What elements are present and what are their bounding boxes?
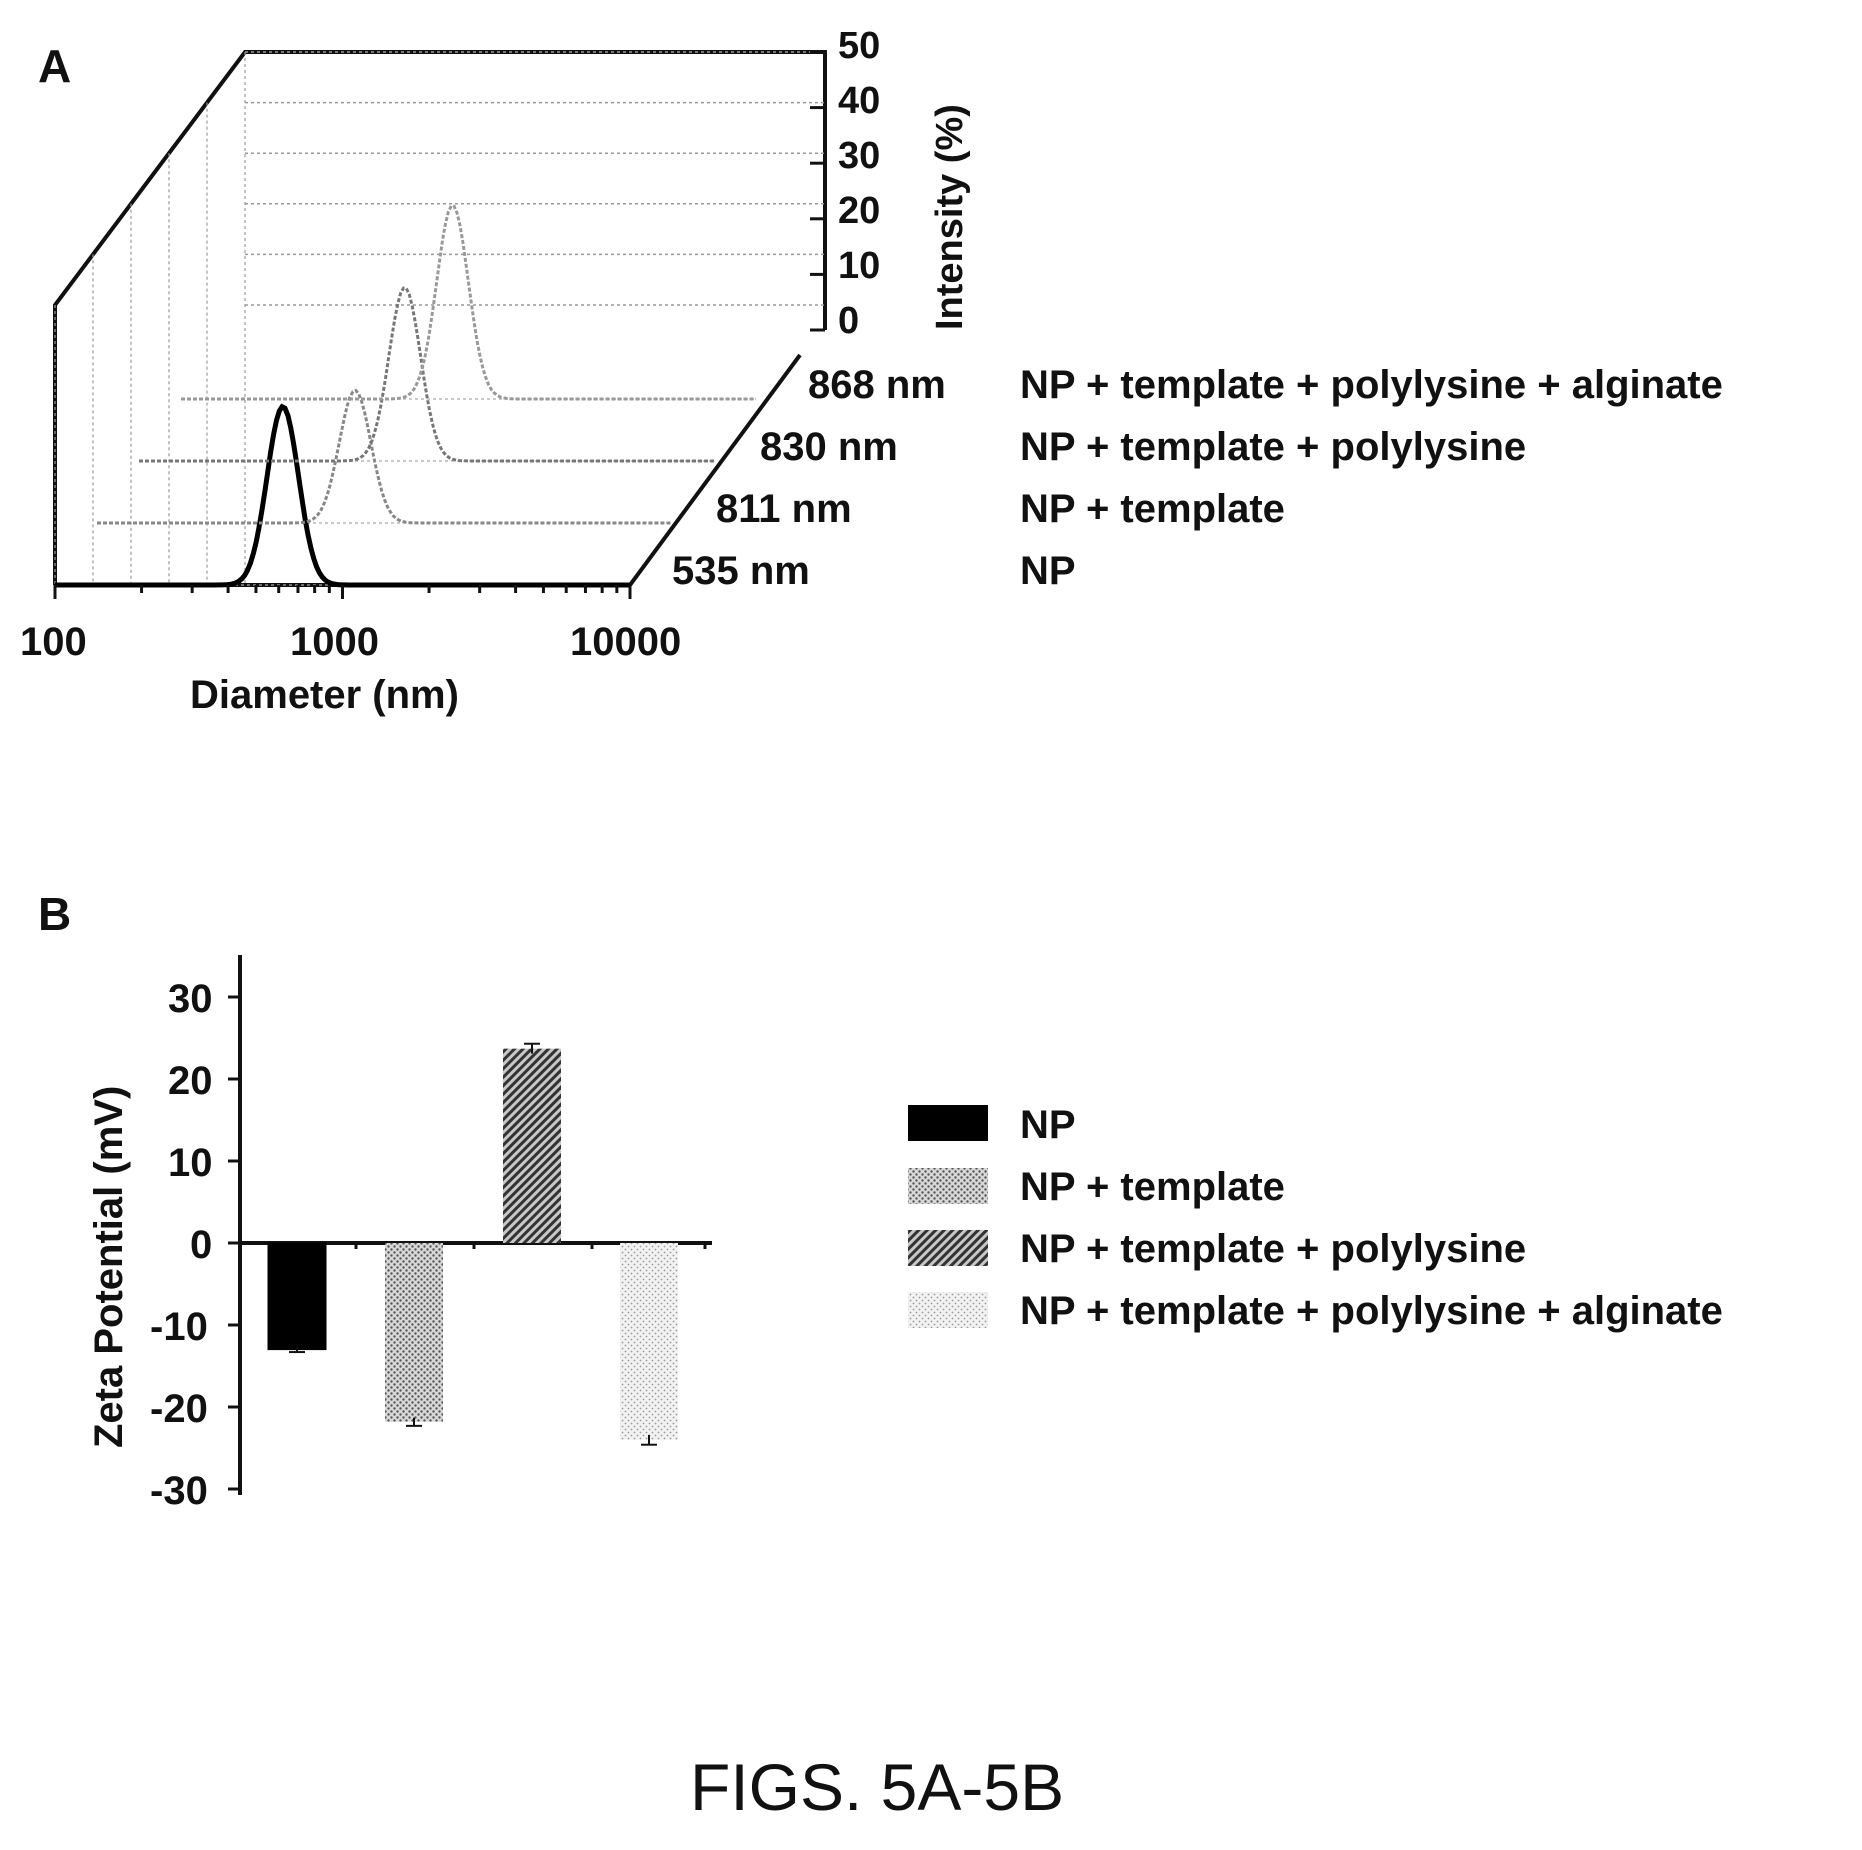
a-size-label: 830 nm	[760, 425, 898, 469]
panel-b-bars	[267, 1042, 678, 1446]
distribution-curve	[97, 388, 672, 525]
a-series-name: NP	[1020, 549, 1076, 593]
a-ytick-label: 10	[838, 245, 880, 287]
panel-b-chart	[228, 955, 712, 1495]
a-ytick-label: 40	[838, 80, 880, 122]
bar	[620, 1243, 678, 1440]
b-ytick-label: 20	[168, 1059, 213, 1103]
a-size-label: 811 nm	[716, 487, 852, 531]
figure-caption: FIGS. 5A-5B	[690, 1750, 1064, 1824]
panel-a-ticks	[53, 50, 825, 599]
legend-swatch-np	[908, 1105, 988, 1141]
legend-swatch-template	[908, 1168, 988, 1204]
legend-label: NP + template	[1020, 1165, 1285, 1209]
distribution-curve	[55, 403, 630, 588]
legend-label: NP	[1020, 1103, 1076, 1147]
a-series-name: NP + template + polylysine + alginate	[1020, 363, 1723, 407]
a-series-name: NP + template + polylysine	[1020, 425, 1526, 469]
a-size-label: 535 nm	[672, 549, 810, 593]
distribution-curve	[139, 286, 714, 463]
panel-b-y-ticks	[228, 995, 707, 1491]
b-ytick-label: -30	[150, 1469, 208, 1513]
a-ytick-label: 20	[838, 190, 880, 232]
legend-label: NP + template + polylysine	[1020, 1227, 1526, 1271]
a-xtick-label: 10000	[570, 620, 681, 664]
panel-a-depth-axis	[628, 353, 802, 587]
panel-a-grid	[54, 51, 825, 586]
panel-a-chart	[53, 50, 827, 599]
b-ytick-label: 10	[168, 1141, 213, 1185]
a-ytick-label: 0	[838, 300, 859, 342]
distribution-curve	[181, 204, 756, 401]
legend-label: NP + template + polylysine + alginate	[1020, 1289, 1723, 1333]
a-size-label: 868 nm	[808, 363, 946, 407]
bar	[385, 1243, 443, 1422]
legend-swatch-alginate	[908, 1292, 988, 1328]
b-ytick-label: -10	[150, 1305, 208, 1349]
panel-a-letter: A	[38, 40, 71, 92]
a-x-axis-title: Diameter (nm)	[190, 673, 459, 717]
a-series-name: NP + template	[1020, 487, 1285, 531]
bar	[267, 1242, 327, 1351]
a-ytick-label: 30	[838, 135, 880, 177]
panel-a-curves	[55, 204, 756, 588]
b-ytick-label: 30	[168, 977, 213, 1021]
panel-b-letter: B	[38, 888, 71, 940]
b-y-axis-title: Zeta Potential (mV)	[87, 1086, 131, 1448]
panel-b-legend: NP NP + template NP + template + polylys…	[908, 1103, 1723, 1333]
legend-swatch-polylysine	[908, 1230, 988, 1266]
a-xtick-label: 1000	[290, 620, 379, 664]
b-ytick-label: -20	[150, 1387, 208, 1431]
a-ytick-label: 50	[838, 25, 880, 67]
a-xtick-label: 100	[20, 620, 87, 664]
a-y-axis-title: Intensity (%)	[929, 104, 971, 330]
bar	[503, 1048, 561, 1243]
panel-a-back-frame	[53, 50, 827, 585]
b-ytick-label: 0	[190, 1223, 212, 1267]
